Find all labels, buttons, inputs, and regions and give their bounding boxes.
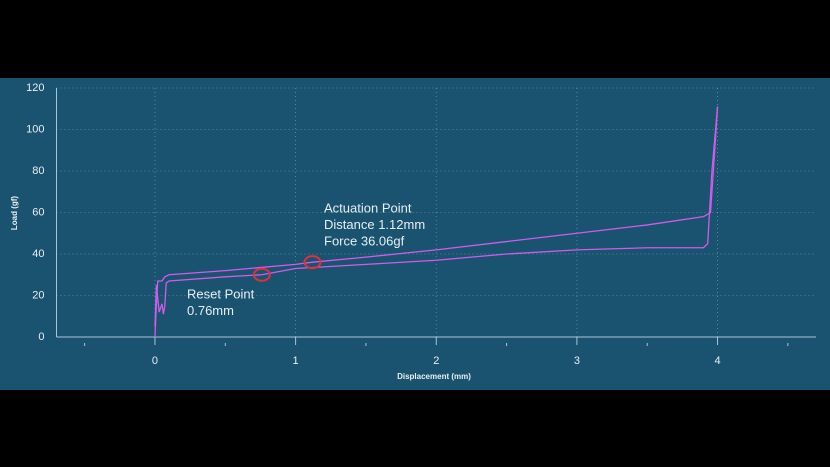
y-axis-label: Load (gf) — [10, 196, 19, 231]
annotation: Distance 1.12mm — [324, 217, 425, 232]
x-tick-label: 1 — [293, 355, 299, 367]
x-tick-label: 0 — [152, 355, 158, 367]
x-tick-label: 4 — [714, 355, 720, 367]
x-axis-label: Displacement (mm) — [397, 372, 471, 381]
x-tick-label: 2 — [433, 355, 439, 367]
x-tick-label: 3 — [574, 355, 580, 367]
y-tick-label: 60 — [32, 206, 44, 218]
load-curve — [154, 106, 719, 327]
point-marker — [252, 267, 271, 282]
point-marker — [303, 255, 322, 270]
y-tick-label: 120 — [26, 82, 44, 94]
annotation: Reset Point — [187, 286, 255, 301]
load-curve — [154, 106, 719, 338]
y-tick-label: 0 — [38, 331, 44, 343]
annotation: Actuation Point — [324, 200, 412, 215]
y-tick-label: 40 — [32, 248, 44, 260]
y-tick-label: 20 — [32, 289, 44, 301]
y-tick-label: 80 — [32, 165, 44, 177]
plot-background — [0, 78, 830, 390]
annotation: 0.76mm — [187, 303, 234, 318]
y-tick-label: 100 — [26, 123, 44, 135]
annotation: Force 36.06gf — [324, 233, 405, 248]
